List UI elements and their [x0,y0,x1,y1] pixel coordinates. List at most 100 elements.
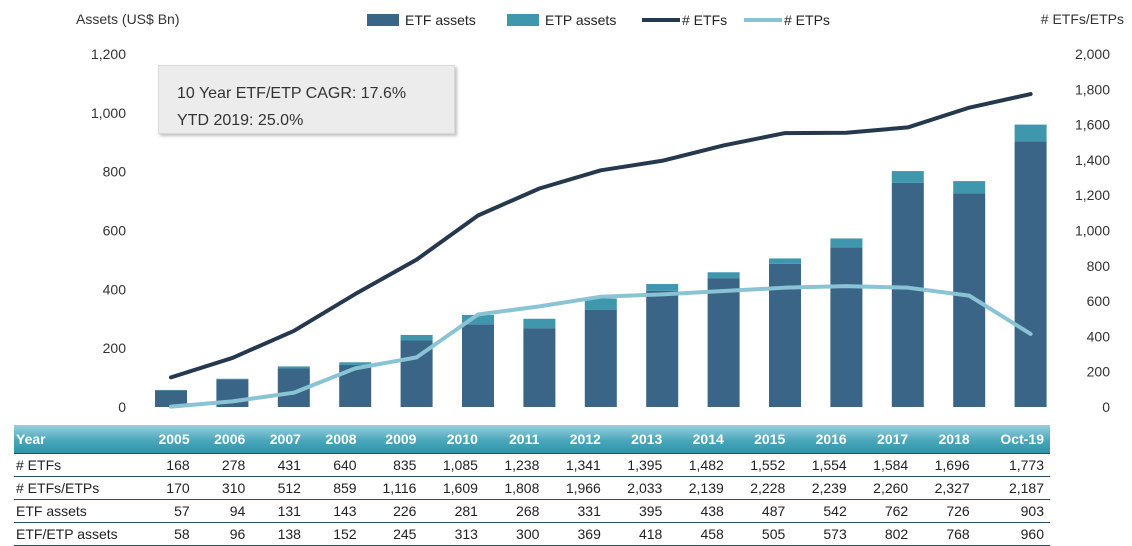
table-cell: 418 [607,523,668,546]
table-cell: 1,552 [730,454,791,477]
table-cell: 762 [853,500,914,523]
table-cell: 395 [607,500,668,523]
table-cell: 168 [140,454,196,477]
table-cell: 960 [976,523,1050,546]
table-cell: 903 [976,500,1050,523]
table-cell: 768 [914,523,975,546]
table-cell: 2,260 [853,477,914,500]
etp-assets-bar [401,335,433,341]
etp-assets-bar [769,258,801,263]
legend-etps-label: # ETPs [784,12,830,28]
table-cell: 505 [730,523,791,546]
row-label: ETF assets [14,500,140,523]
table-cell: 573 [791,523,852,546]
table-cell: 835 [363,454,423,477]
table-cell: 640 [307,454,363,477]
table-cell: 268 [484,500,545,523]
table-header-cell: 2017 [853,425,914,454]
right-axis-title: # ETFs/ETPs [1041,11,1124,27]
ytd-text: YTD 2019: 25.0% [177,107,454,134]
table-cell: 331 [545,500,606,523]
table-header-cell: 2013 [607,425,668,454]
bar-group [155,125,1047,407]
table-cell: 1,609 [422,477,483,500]
table-header-cell: 2007 [251,425,307,454]
table-cell: 487 [730,500,791,523]
table-cell: 802 [853,523,914,546]
legend-etp-assets-label: ETP assets [545,12,616,28]
table-cell: 369 [545,523,606,546]
right-tick-label: 1,600 [1075,117,1110,133]
left-tick-label: 0 [118,399,126,415]
table-cell: 300 [484,523,545,546]
table-cell: 2,228 [730,477,791,500]
table-cell: 859 [307,477,363,500]
row-label: # ETFs/ETPs [14,477,140,500]
right-tick-label: 1,200 [1075,187,1110,203]
table-cell: 152 [307,523,363,546]
table-header-cell: 2012 [545,425,606,454]
left-tick-label: 1,000 [91,105,126,121]
etp-assets-bar [708,272,740,278]
table-cell: 1,773 [976,454,1050,477]
legend-etp-assets-swatch [507,14,539,26]
left-tick-label: 600 [103,223,127,239]
table-header-cell: 2006 [196,425,252,454]
etf-assets-bar [523,328,555,407]
table-cell: 310 [196,477,252,500]
etp-assets-bar [278,366,310,368]
table-cell: 1,554 [791,454,852,477]
etf-assets-bar [462,324,494,407]
etp-assets-bar [830,238,862,247]
right-tick-label: 1,000 [1075,223,1110,239]
table-header-year: Year [14,425,140,454]
etf-assets-bar [953,193,985,407]
etf-assets-bar [585,310,617,407]
right-tick-label: 1,400 [1075,152,1110,168]
left-tick-label: 800 [103,164,127,180]
right-tick-label: 600 [1087,293,1111,309]
row-label: # ETFs [14,454,140,477]
right-axis: 02004006008001,0001,2001,4001,6001,8002,… [1075,46,1110,415]
table-cell: 2,239 [791,477,852,500]
etf-assets-bar [830,248,862,407]
table-cell: 726 [914,500,975,523]
left-tick-label: 200 [103,340,127,356]
table-header-cell: 2014 [668,425,729,454]
etf-assets-bar [646,291,678,407]
table-header-cell: 2016 [791,425,852,454]
table-cell: 57 [140,500,196,523]
table-cell: 542 [791,500,852,523]
table-cell: 94 [196,500,252,523]
legend-etfs-label: # ETFs [682,12,727,28]
right-tick-label: 2,000 [1075,46,1110,62]
table-cell: 1,584 [853,454,914,477]
legend-etf-assets-label: ETF assets [405,12,476,28]
table-header-cell: 2005 [140,425,196,454]
table-header-cell: 2011 [484,425,545,454]
etp-assets-bar [523,319,555,328]
right-tick-label: 0 [1102,399,1110,415]
etf-assets-bar [1015,141,1047,407]
table-cell: 170 [140,477,196,500]
table-cell: 2,327 [914,477,975,500]
table-cell: 512 [251,477,307,500]
table-cell: 96 [196,523,252,546]
table-cell: 1,808 [484,477,545,500]
table-cell: 138 [251,523,307,546]
right-tick-label: 400 [1087,328,1111,344]
legend: ETF assets ETP assets # ETFs # ETPs [367,12,830,28]
etf-assets-bar [769,264,801,407]
right-tick-label: 200 [1087,364,1111,380]
table-cell: 1,341 [545,454,606,477]
left-tick-label: 400 [103,281,127,297]
etp-assets-bar [1015,125,1047,142]
